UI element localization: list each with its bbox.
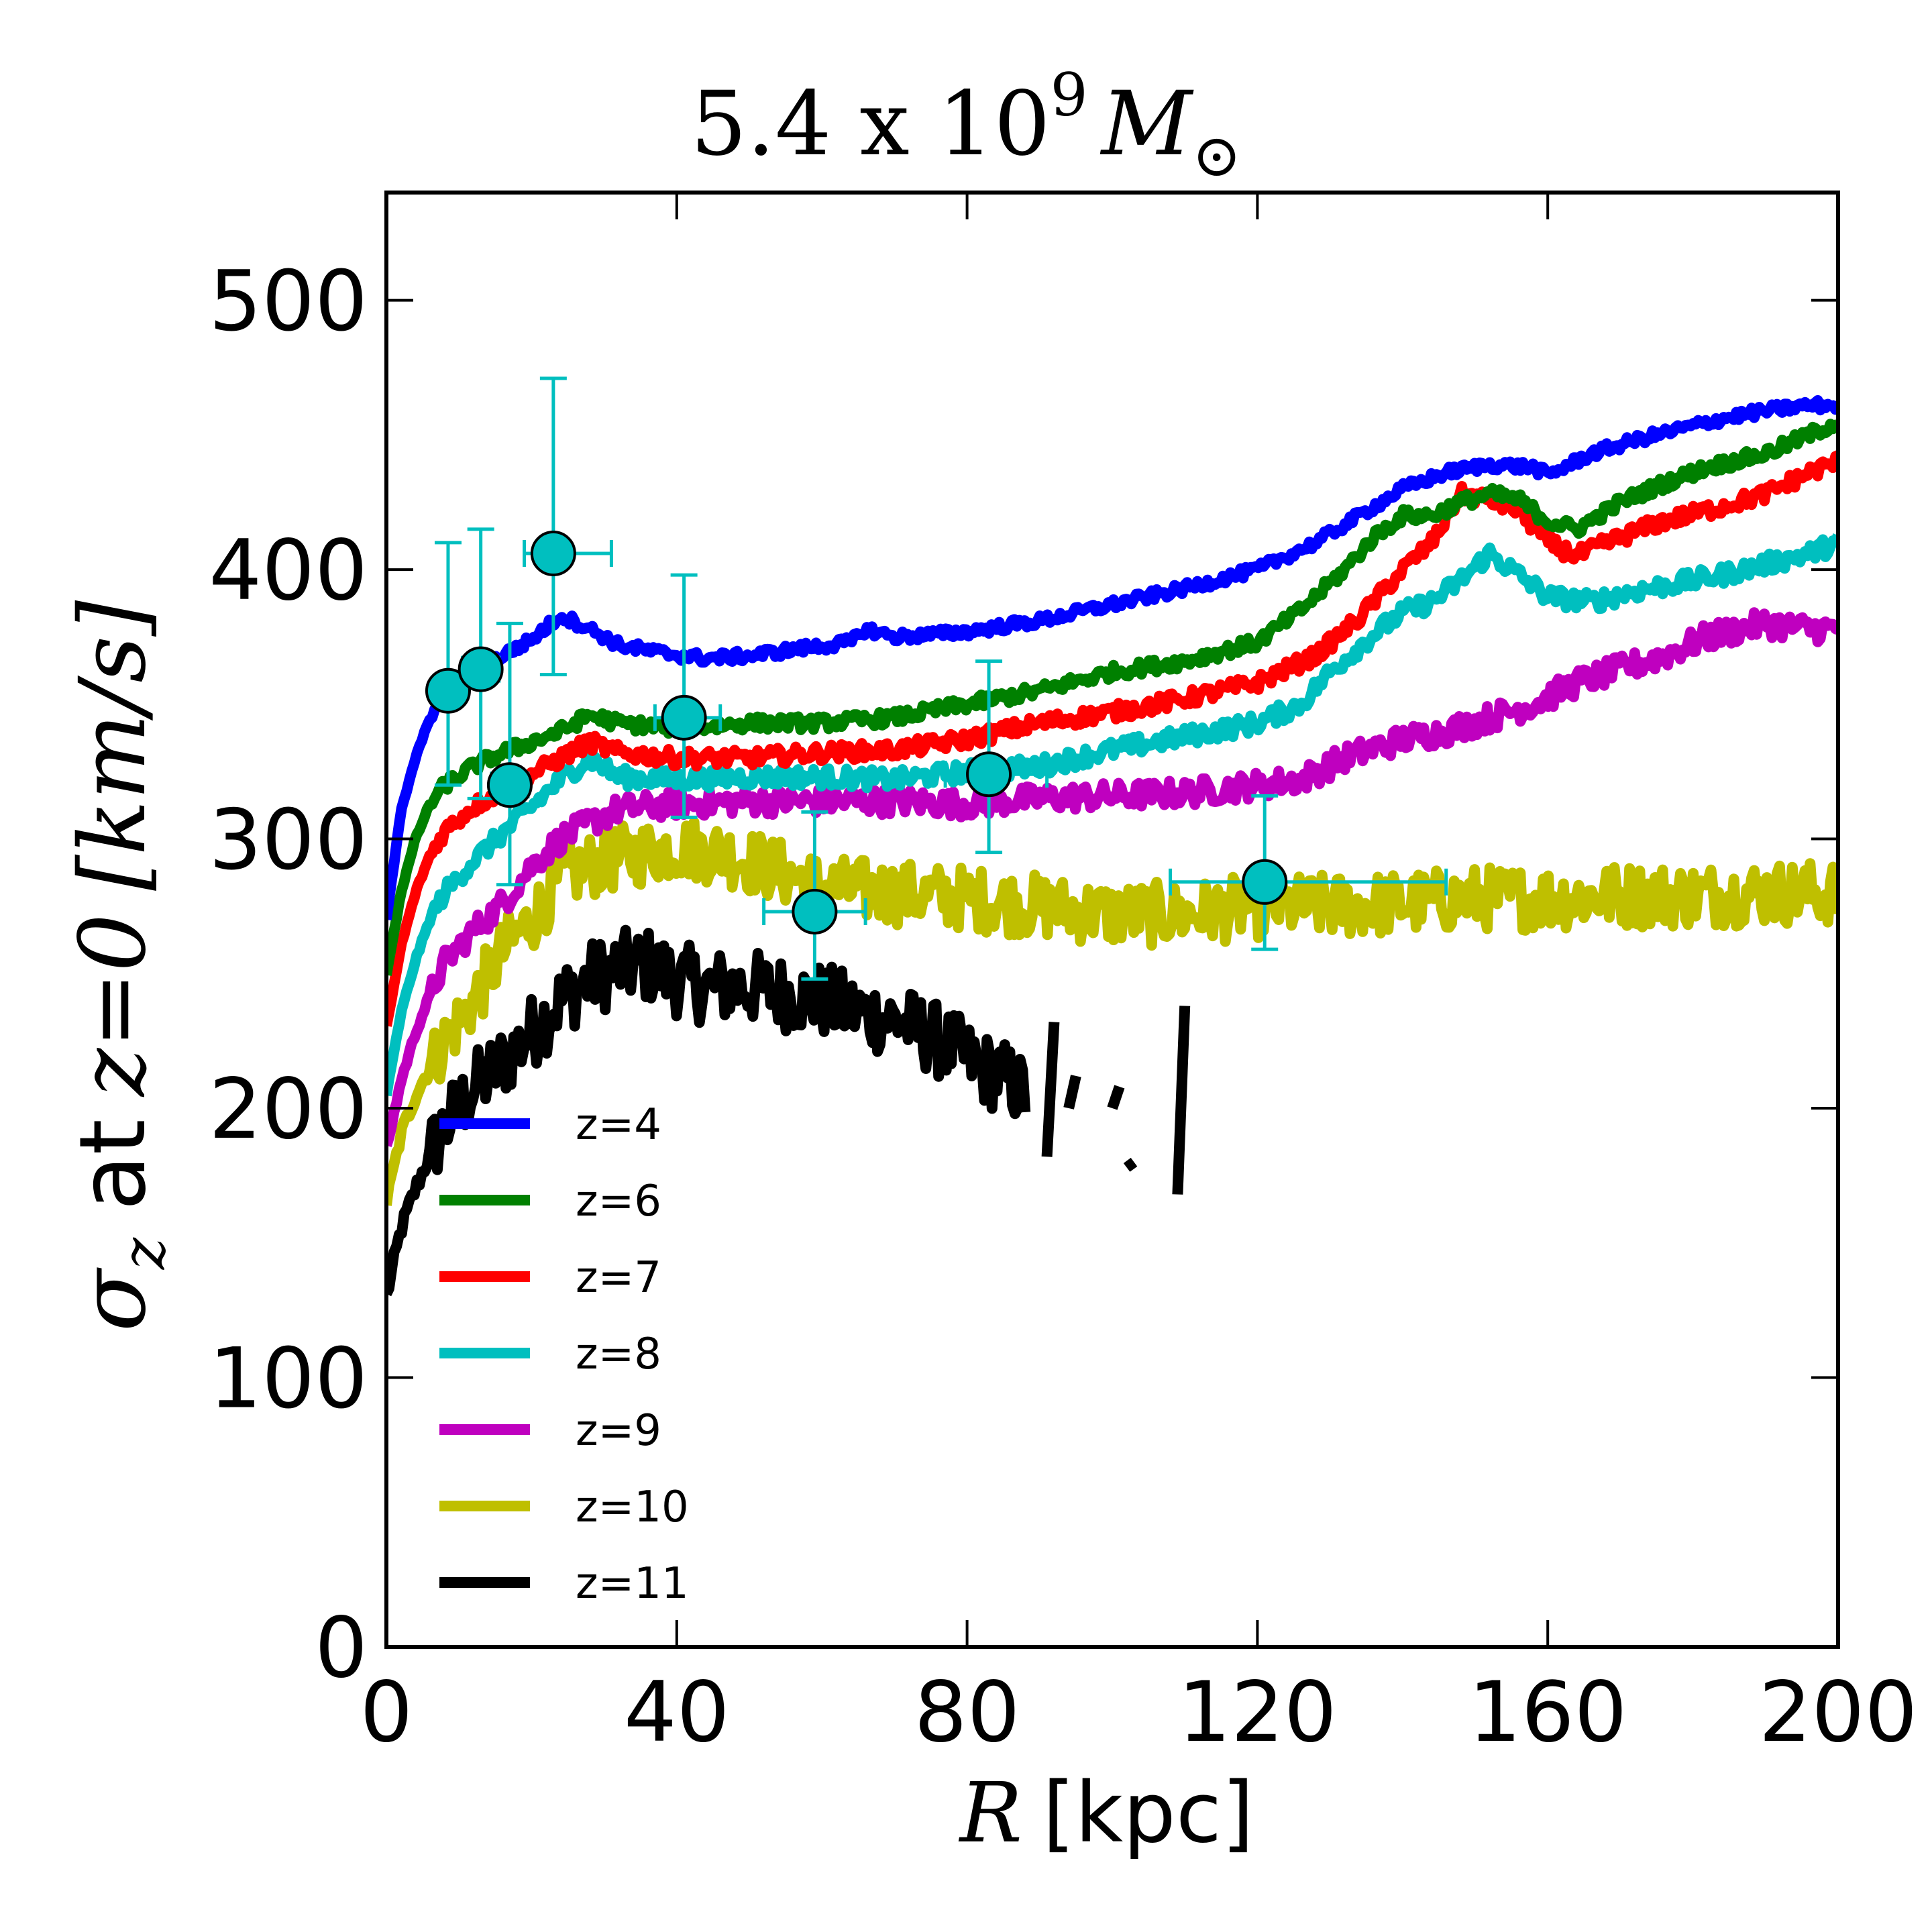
axes: 0 40 80 120 160 200 0 100 200 300 400 500 <box>209 191 1918 1761</box>
legend-label: z=11 <box>576 1559 689 1609</box>
x-tick-label: 40 <box>624 1664 730 1761</box>
data-point <box>1242 859 1288 905</box>
data-point <box>530 530 576 576</box>
x-tick-label: 80 <box>914 1664 1020 1761</box>
legend-label: z=8 <box>576 1330 661 1379</box>
series-line-z=11-seg4 <box>1123 1157 1138 1172</box>
data-point <box>792 888 838 934</box>
x-axis-label: R [kpc] <box>959 1765 1254 1862</box>
observation-3 <box>523 376 613 677</box>
legend-label: z=7 <box>576 1253 661 1303</box>
series-line-z=6 <box>386 419 1838 976</box>
chart-title: 5.4 x 109 M⊙ <box>690 60 1241 190</box>
y-tick-label: 200 <box>209 1061 368 1158</box>
legend-item-z=4: z=4 <box>439 1100 661 1150</box>
x-tick-label: 160 <box>1468 1664 1627 1761</box>
y-tick-label: 500 <box>209 254 368 350</box>
observation-5 <box>762 810 867 981</box>
data-point <box>486 762 533 808</box>
y-tick-label: 400 <box>209 523 368 619</box>
ylabel-symbol: σ <box>60 1267 166 1332</box>
ylabel-unit: [km/s] <box>60 600 166 891</box>
data-point <box>425 667 471 714</box>
legend-item-z=8: z=8 <box>439 1330 661 1379</box>
legend-label: z=6 <box>576 1177 661 1226</box>
title-unit: M <box>1100 72 1194 176</box>
data-point <box>458 646 504 692</box>
legend-label: z=10 <box>576 1483 689 1532</box>
y-tick-label: 0 <box>315 1600 368 1697</box>
legend-label: z=4 <box>576 1100 661 1150</box>
series-line-z=11-seg2 <box>1063 1075 1081 1110</box>
plot-frame <box>384 191 1840 1649</box>
series-line-z=9 <box>386 607 1838 1147</box>
series-line-z=10 <box>386 816 1838 1206</box>
series-line-z=7 <box>386 450 1838 1027</box>
series-layer <box>386 395 1838 1297</box>
data-point <box>661 694 707 741</box>
observation-0 <box>425 541 471 787</box>
series-line-z=11-seg5 <box>1172 1006 1191 1195</box>
series-line-z=11-seg3 <box>1107 1085 1125 1110</box>
series-line-z=11-seg0 <box>386 924 1031 1297</box>
xlabel-unit: [kpc] <box>1042 1765 1254 1862</box>
observation-6 <box>943 659 1049 855</box>
series-line-z=8 <box>386 533 1838 1097</box>
series-line-z=4 <box>386 395 1838 921</box>
title-exponent: 9 <box>1051 60 1088 129</box>
title-base: 5.4 x 10 <box>690 72 1050 176</box>
observation-7 <box>1169 794 1448 951</box>
ylabel-symbol-subscript: z <box>109 1237 179 1270</box>
y-axis-label: σz at z=0 [km/s] <box>60 600 179 1332</box>
observation-1 <box>458 527 504 800</box>
ylabel-middle: at <box>60 1119 166 1211</box>
legend-item-z=11: z=11 <box>439 1559 689 1609</box>
legend-label: z=9 <box>576 1406 661 1456</box>
xlabel-variable: R <box>959 1765 1022 1862</box>
legend-item-z=6: z=6 <box>439 1177 661 1226</box>
data-point <box>966 751 1012 798</box>
plot-area <box>386 376 1838 1297</box>
y-tick-label: 100 <box>209 1331 368 1428</box>
x-tick-label: 120 <box>1178 1664 1337 1761</box>
ylabel-condition: z=0 <box>60 914 166 1097</box>
legend: z=4 z=6 z=7 z=8 z=9 z=10 z=11 <box>439 1100 689 1609</box>
series-line-z=11-seg1 <box>1041 1022 1060 1157</box>
legend-item-z=9: z=9 <box>439 1406 661 1456</box>
observation-4 <box>653 573 722 819</box>
y-tick-label: 300 <box>209 792 368 889</box>
legend-item-z=7: z=7 <box>439 1253 661 1303</box>
title-unit-subscript: ⊙ <box>1192 121 1242 190</box>
legend-item-z=10: z=10 <box>439 1483 689 1532</box>
x-tick-label: 0 <box>360 1664 413 1761</box>
observation-2 <box>486 621 533 887</box>
x-tick-label: 200 <box>1759 1664 1918 1761</box>
